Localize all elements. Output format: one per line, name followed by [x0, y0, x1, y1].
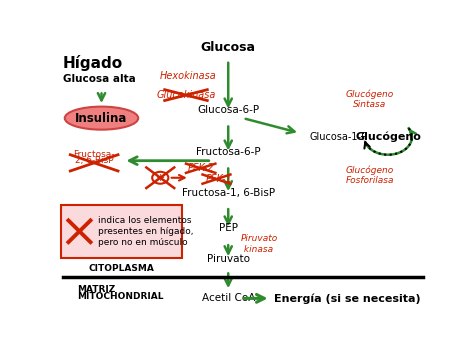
Text: Fructosa-1, 6-BisP: Fructosa-1, 6-BisP — [182, 188, 275, 198]
Text: Hígado: Hígado — [63, 55, 123, 71]
Text: Insulina: Insulina — [75, 112, 128, 125]
Text: MITOCHONDRIAL: MITOCHONDRIAL — [78, 291, 164, 301]
Text: Glucokinasa: Glucokinasa — [156, 90, 216, 100]
Text: +: + — [155, 173, 165, 183]
Ellipse shape — [65, 107, 138, 130]
FancyBboxPatch shape — [61, 205, 182, 258]
Text: Glucógeno: Glucógeno — [355, 132, 421, 142]
Text: PEP: PEP — [219, 223, 238, 233]
Text: Fructosa-: Fructosa- — [73, 150, 115, 159]
Text: MATRIZ: MATRIZ — [78, 285, 116, 294]
Text: Hexokinasa: Hexokinasa — [159, 71, 216, 81]
Text: Energía (si se necesita): Energía (si se necesita) — [274, 293, 421, 304]
Text: Piruvato
 kinasa: Piruvato kinasa — [241, 234, 278, 254]
Text: CITOPLASMA: CITOPLASMA — [89, 264, 155, 273]
Text: Glucosa-1-P: Glucosa-1-P — [309, 132, 367, 142]
Text: Glucosa: Glucosa — [201, 42, 256, 55]
Text: Glucosa alta: Glucosa alta — [63, 74, 136, 84]
Text: PFK-2: PFK-2 — [187, 163, 214, 173]
Text: Acetil CoA: Acetil CoA — [201, 293, 255, 303]
Text: Glucógeno
Fosforilasa: Glucógeno Fosforilasa — [346, 165, 394, 185]
Text: 2, 6-BisP: 2, 6-BisP — [75, 156, 113, 165]
Text: Fructosa-6-P: Fructosa-6-P — [196, 147, 261, 157]
Text: pero no en músculo: pero no en músculo — [98, 238, 187, 247]
Text: indica los elementos: indica los elementos — [98, 216, 191, 225]
Text: Piruvato: Piruvato — [207, 254, 250, 264]
Text: presentes en hígado,: presentes en hígado, — [98, 227, 193, 236]
Text: PFK-1: PFK-1 — [206, 174, 233, 184]
Text: Glucosa-6-P: Glucosa-6-P — [197, 105, 259, 115]
Text: Glucógeno
Sintasa: Glucógeno Sintasa — [346, 89, 394, 109]
